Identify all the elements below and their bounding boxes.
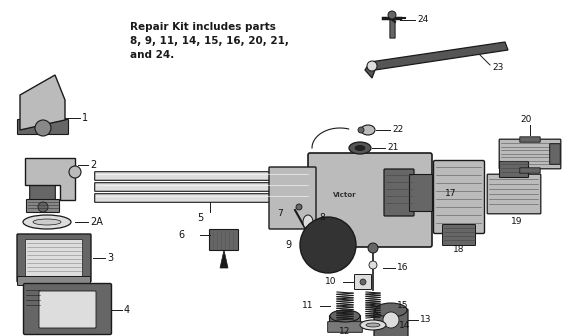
Text: 23: 23 [492,64,503,73]
Circle shape [367,61,377,71]
Circle shape [69,166,81,178]
Polygon shape [20,75,65,130]
FancyBboxPatch shape [329,316,360,329]
FancyBboxPatch shape [18,277,91,286]
FancyBboxPatch shape [487,174,541,214]
Text: 1: 1 [82,113,88,123]
FancyBboxPatch shape [210,229,238,251]
Circle shape [383,312,399,328]
Circle shape [369,261,377,269]
Text: 14: 14 [399,321,410,330]
Text: 22: 22 [392,126,403,134]
Text: 8: 8 [319,212,325,221]
FancyBboxPatch shape [390,18,395,38]
FancyBboxPatch shape [26,200,60,212]
Text: and 24.: and 24. [130,50,174,60]
Text: 24: 24 [417,15,428,25]
Ellipse shape [360,279,366,285]
Text: 9: 9 [286,240,292,250]
FancyBboxPatch shape [39,291,96,328]
FancyBboxPatch shape [95,194,311,202]
Circle shape [296,204,302,210]
Ellipse shape [360,320,386,330]
FancyBboxPatch shape [17,234,91,282]
Circle shape [368,243,378,253]
Circle shape [35,120,51,136]
FancyBboxPatch shape [18,120,69,134]
FancyBboxPatch shape [374,309,408,336]
FancyBboxPatch shape [434,161,485,234]
FancyBboxPatch shape [550,144,560,164]
Text: 4: 4 [124,305,130,315]
Polygon shape [25,158,75,200]
FancyBboxPatch shape [30,185,56,207]
Polygon shape [220,250,228,268]
FancyBboxPatch shape [442,224,476,246]
Ellipse shape [355,145,365,151]
Text: 12: 12 [339,327,351,336]
Ellipse shape [349,142,371,154]
Text: 21: 21 [387,143,398,153]
Ellipse shape [366,323,380,327]
FancyBboxPatch shape [269,167,316,229]
Text: Repair Kit includes parts: Repair Kit includes parts [130,22,276,32]
Text: 10: 10 [324,278,336,287]
Ellipse shape [303,215,313,229]
Circle shape [388,11,396,19]
FancyBboxPatch shape [355,275,371,290]
Text: 15: 15 [397,300,409,309]
FancyBboxPatch shape [410,174,433,211]
FancyBboxPatch shape [520,168,540,173]
Ellipse shape [33,219,61,225]
Text: 20: 20 [520,116,532,125]
Text: 16: 16 [397,263,409,272]
FancyBboxPatch shape [308,153,432,247]
Ellipse shape [23,215,71,229]
Text: 17: 17 [445,188,457,198]
Ellipse shape [375,303,407,317]
FancyBboxPatch shape [520,137,540,142]
Text: 2A: 2A [90,217,103,227]
Ellipse shape [330,310,360,322]
Text: Victor: Victor [333,192,357,198]
Text: 18: 18 [453,246,465,254]
Text: 3: 3 [107,253,113,263]
FancyBboxPatch shape [23,284,112,335]
Circle shape [38,202,48,212]
FancyBboxPatch shape [384,169,414,216]
FancyBboxPatch shape [500,162,528,177]
Text: 6: 6 [179,230,185,240]
FancyBboxPatch shape [95,183,311,191]
Text: 2: 2 [90,160,96,170]
FancyBboxPatch shape [499,139,561,169]
FancyBboxPatch shape [95,172,311,180]
FancyBboxPatch shape [26,240,83,277]
Circle shape [358,127,364,133]
Text: 5: 5 [197,213,203,223]
Ellipse shape [361,125,375,135]
Text: 8, 9, 11, 14, 15, 16, 20, 21,: 8, 9, 11, 14, 15, 16, 20, 21, [130,36,289,46]
Text: 13: 13 [420,316,431,325]
Text: 19: 19 [511,217,523,226]
Text: 11: 11 [301,301,313,310]
FancyBboxPatch shape [328,322,362,332]
Circle shape [300,217,356,273]
Text: 7: 7 [277,210,283,218]
Polygon shape [365,42,508,78]
